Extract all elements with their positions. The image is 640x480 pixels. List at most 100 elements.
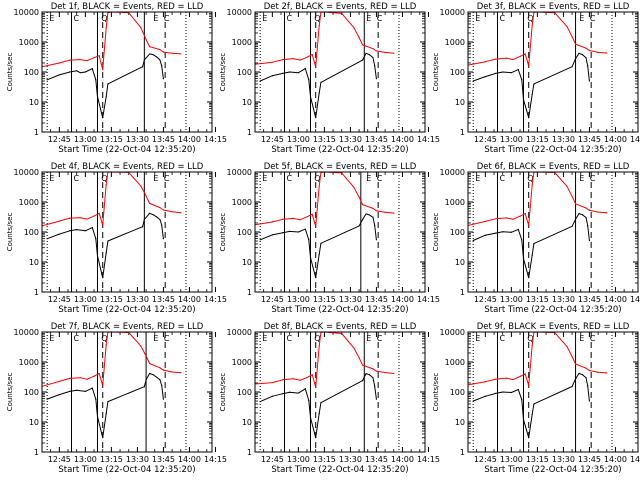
events-data-point bbox=[472, 80, 474, 82]
plot-frame bbox=[41, 171, 213, 293]
events-series-line bbox=[259, 373, 377, 439]
events-data-point bbox=[95, 238, 97, 240]
events-series-line bbox=[472, 213, 590, 279]
lld-data-point bbox=[162, 51, 165, 53]
lld-data-point bbox=[606, 212, 608, 214]
lld-data-point bbox=[171, 211, 173, 213]
x-tick-label: 12:45 bbox=[474, 135, 497, 144]
lld-series-line bbox=[41, 331, 181, 387]
events-data-point bbox=[531, 93, 533, 95]
marker-label: Q bbox=[527, 334, 533, 343]
lld-data-point bbox=[171, 371, 173, 373]
marker-label: E bbox=[579, 334, 584, 343]
lld-data-point bbox=[79, 217, 81, 219]
events-data-point bbox=[533, 403, 535, 405]
y-tick-label: 1 bbox=[460, 288, 465, 297]
events-data-point bbox=[79, 72, 81, 74]
events-data-point bbox=[96, 96, 99, 98]
events-series-line bbox=[47, 53, 164, 119]
events-data-point bbox=[502, 231, 504, 233]
marker-label: Q bbox=[101, 14, 107, 23]
lld-data-point bbox=[585, 207, 587, 209]
events-data-point bbox=[588, 400, 591, 402]
events-data-point bbox=[522, 419, 525, 421]
y-tick-label: 100 bbox=[237, 68, 252, 77]
events-data-point bbox=[484, 76, 486, 78]
lld-data-point bbox=[574, 43, 577, 45]
marker-label: E bbox=[153, 174, 158, 183]
marker-label: C bbox=[499, 334, 505, 343]
events-data-point bbox=[259, 239, 261, 241]
lld-data-point bbox=[484, 61, 486, 63]
x-tick-label: 13:30 bbox=[126, 455, 149, 464]
lld-data-point bbox=[292, 217, 294, 219]
x-tick-label: 14:00 bbox=[178, 135, 201, 144]
lld-data-point bbox=[384, 51, 386, 54]
lld-data-point bbox=[93, 57, 95, 59]
x-tick-label: 14:00 bbox=[604, 135, 627, 144]
events-data-point bbox=[84, 230, 86, 232]
lld-data-point bbox=[372, 48, 374, 50]
x-tick-label: 13:45 bbox=[365, 455, 388, 464]
lld-data-point bbox=[528, 385, 530, 387]
lld-data-point bbox=[86, 218, 88, 220]
events-data-point bbox=[510, 231, 512, 233]
y-tick-label: 10 bbox=[455, 418, 465, 427]
events-data-point bbox=[365, 373, 367, 375]
y-tick-label: 10000 bbox=[440, 8, 465, 17]
lld-data-point bbox=[58, 62, 60, 64]
lld-data-point bbox=[519, 55, 521, 58]
lld-data-point bbox=[495, 58, 497, 60]
plot-frame bbox=[254, 331, 426, 453]
events-data-point bbox=[96, 416, 99, 418]
events-data-point bbox=[69, 390, 71, 392]
events-data-point bbox=[304, 388, 306, 390]
events-data-point bbox=[143, 218, 145, 221]
events-data-point bbox=[308, 79, 310, 81]
x-tick-label: 14:00 bbox=[391, 455, 414, 464]
lld-data-point bbox=[315, 386, 317, 388]
events-data-point bbox=[159, 379, 161, 381]
events-data-point bbox=[578, 52, 580, 54]
events-data-point bbox=[528, 117, 530, 119]
lld-data-point bbox=[292, 378, 294, 380]
marker-label: C bbox=[590, 174, 596, 183]
marker-label: Q bbox=[101, 334, 107, 343]
x-axis-label: Start Time (22-Oct-04 12:35:20) bbox=[58, 465, 195, 475]
lld-data-point bbox=[180, 53, 182, 55]
events-data-point bbox=[271, 75, 273, 77]
y-tick-label: 100 bbox=[24, 68, 39, 77]
lld-data-point bbox=[318, 25, 320, 27]
lld-data-point bbox=[315, 225, 317, 227]
events-data-point bbox=[375, 239, 378, 241]
marker-label: E bbox=[262, 14, 267, 23]
marker-label: E bbox=[475, 14, 480, 23]
events-data-point bbox=[574, 378, 577, 380]
lld-data-point bbox=[145, 195, 147, 197]
marker-label: Q bbox=[314, 174, 320, 183]
events-data-point bbox=[585, 57, 587, 59]
lld-data-point bbox=[271, 382, 273, 384]
events-data-point bbox=[297, 72, 299, 74]
x-axis-label: Start Time (22-Oct-04 12:35:20) bbox=[484, 145, 621, 155]
lld-data-point bbox=[597, 371, 599, 373]
events-data-point bbox=[320, 81, 322, 84]
events-data-point bbox=[142, 66, 144, 68]
x-tick-label: 14:15 bbox=[630, 455, 640, 464]
panel-title: Det 5f, BLACK = Events, RED = LLD bbox=[264, 162, 417, 172]
lld-data-point bbox=[341, 332, 343, 335]
events-data-point bbox=[309, 257, 312, 259]
events-data-point bbox=[161, 65, 163, 67]
x-tick-label: 12:45 bbox=[474, 455, 497, 464]
x-tick-label: 13:45 bbox=[365, 295, 388, 304]
x-axis-label: Start Time (22-Oct-04 12:35:20) bbox=[271, 305, 408, 315]
x-tick-label: 13:00 bbox=[74, 295, 97, 304]
panel-title: Det 3f, BLACK = Events, RED = LLD bbox=[477, 2, 630, 12]
events-data-point bbox=[587, 65, 589, 67]
x-tick-label: 14:00 bbox=[604, 295, 627, 304]
y-tick-label: 100 bbox=[24, 388, 39, 397]
events-data-point bbox=[142, 226, 144, 228]
lld-data-point bbox=[271, 61, 273, 63]
lld-data-point bbox=[571, 356, 573, 358]
events-data-point bbox=[162, 238, 165, 240]
